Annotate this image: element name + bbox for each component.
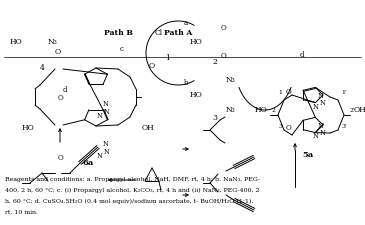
Text: N: N bbox=[103, 100, 109, 108]
Text: O: O bbox=[57, 154, 63, 162]
Text: 2: 2 bbox=[272, 108, 276, 112]
Text: N₃: N₃ bbox=[225, 76, 235, 84]
Text: c: c bbox=[120, 45, 124, 53]
Text: 5a: 5a bbox=[302, 151, 314, 159]
Text: Path B: Path B bbox=[104, 29, 132, 37]
Text: d: d bbox=[63, 86, 67, 94]
Text: OH: OH bbox=[142, 124, 154, 132]
Text: N: N bbox=[97, 152, 103, 160]
Text: N: N bbox=[318, 92, 324, 100]
Text: HO: HO bbox=[10, 38, 23, 46]
Text: 1: 1 bbox=[166, 54, 170, 62]
Text: OH: OH bbox=[354, 106, 365, 114]
Text: 3: 3 bbox=[212, 114, 218, 122]
Text: N: N bbox=[97, 112, 103, 120]
Text: 2: 2 bbox=[212, 58, 218, 66]
Text: N: N bbox=[320, 99, 326, 107]
Text: h, 60 °C; d. CuSO₄.5H₂O (0.4 mol equiv)/sodium ascorbate, t- BuOH/H₂O (1:1),: h, 60 °C; d. CuSO₄.5H₂O (0.4 mol equiv)/… bbox=[5, 198, 254, 204]
Text: a: a bbox=[184, 19, 188, 27]
Text: 400, 2 h, 60 °C; c. (i) Propargyl alcohol, K₂CO₃, rt, 4 h and (ii) NaN₃, PEG-400: 400, 2 h, 60 °C; c. (i) Propargyl alcoho… bbox=[5, 187, 260, 193]
Text: Path A: Path A bbox=[164, 29, 192, 37]
Text: N: N bbox=[104, 148, 110, 156]
Text: N: N bbox=[320, 129, 326, 137]
Text: O: O bbox=[55, 48, 61, 56]
Text: HO: HO bbox=[254, 106, 267, 114]
Text: d: d bbox=[300, 51, 304, 59]
Text: N₃: N₃ bbox=[47, 38, 57, 46]
Text: 1': 1' bbox=[341, 90, 347, 95]
Text: 3': 3' bbox=[341, 124, 347, 130]
Text: N: N bbox=[313, 132, 319, 140]
Text: O: O bbox=[286, 88, 292, 96]
Text: HO: HO bbox=[190, 38, 202, 46]
Text: b: b bbox=[184, 79, 188, 87]
Text: 4: 4 bbox=[39, 64, 45, 72]
Text: Cl: Cl bbox=[155, 29, 163, 37]
Text: O: O bbox=[220, 24, 226, 32]
Text: 3: 3 bbox=[278, 124, 282, 130]
Text: N₃: N₃ bbox=[225, 106, 235, 114]
Text: O: O bbox=[220, 52, 226, 60]
Text: HO: HO bbox=[22, 124, 34, 132]
Text: N: N bbox=[313, 103, 319, 111]
Text: 6a: 6a bbox=[82, 159, 94, 167]
Text: HO: HO bbox=[190, 91, 202, 99]
Text: N: N bbox=[318, 122, 324, 130]
Text: N: N bbox=[103, 140, 109, 148]
Text: rt, 10 min.: rt, 10 min. bbox=[5, 209, 38, 214]
Text: O: O bbox=[286, 124, 292, 132]
Text: Reagents and conditions: a. Propargyl alcohol, NaH, DMF, rt, 4 h; b. NaN₃, PEG-: Reagents and conditions: a. Propargyl al… bbox=[5, 176, 260, 182]
Text: O: O bbox=[149, 62, 155, 70]
Text: N: N bbox=[104, 108, 110, 116]
Text: O: O bbox=[57, 94, 63, 102]
Text: 2': 2' bbox=[349, 108, 355, 112]
Text: 1: 1 bbox=[278, 90, 282, 95]
